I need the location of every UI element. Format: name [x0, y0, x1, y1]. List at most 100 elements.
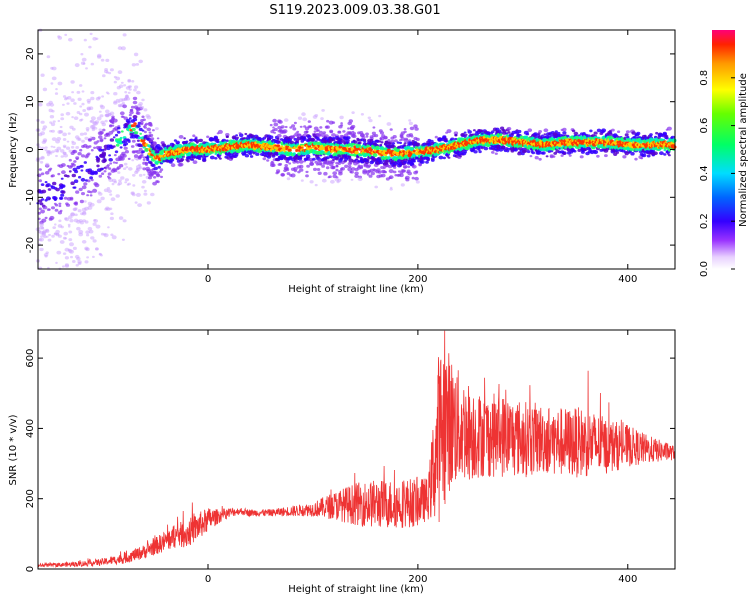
spectrogram-point — [350, 124, 356, 129]
spectrogram-point — [57, 119, 61, 123]
spectrogram-point — [192, 160, 198, 165]
spectrogram-point — [70, 145, 75, 149]
spectrogram-point — [524, 135, 529, 139]
spectrogram-point — [77, 97, 82, 102]
spectrogram-point — [351, 111, 355, 114]
spectrogram-point — [409, 126, 415, 131]
spectrogram-point — [225, 135, 229, 138]
spectrogram-point — [95, 224, 101, 229]
spectrogram-point — [118, 84, 124, 88]
spectrogram-point — [522, 147, 526, 151]
spectrogram-point — [197, 157, 202, 160]
spectrogram-point — [71, 163, 76, 167]
colorbar-tick-label: 0.4 — [699, 165, 710, 181]
spectrogram-point — [634, 157, 638, 161]
spectrogram-point — [467, 130, 472, 134]
spectrogram-point — [146, 201, 151, 205]
spectrogram-point — [284, 125, 288, 129]
spectrogram-point — [366, 173, 370, 176]
spectrogram-point — [144, 162, 149, 165]
spectrogram-point — [47, 238, 52, 242]
spectrogram-point — [325, 156, 330, 160]
spectrogram-point — [156, 174, 160, 177]
spectrogram-point — [289, 140, 295, 145]
spectrogram-point — [153, 166, 158, 171]
spectrogram-point — [136, 158, 139, 161]
spectrogram-point — [305, 130, 309, 133]
spectrogram-point — [527, 128, 533, 132]
spectrogram-point — [352, 143, 356, 146]
spectrogram-point — [123, 146, 128, 150]
spectrogram-point — [44, 181, 48, 184]
spectrogram-point — [107, 226, 110, 229]
spectrogram-point — [408, 119, 412, 122]
spectrogram-point — [48, 197, 51, 200]
spectrogram-point — [322, 131, 327, 135]
spectrogram-point — [133, 52, 139, 57]
spectrogram-point — [55, 261, 58, 264]
spectrogram-point — [76, 226, 81, 231]
spectrogram-point — [447, 156, 451, 159]
spectrogram-point — [115, 194, 120, 198]
spectrogram-point — [214, 157, 218, 160]
spectrogram-point — [483, 146, 489, 151]
spectrogram-point — [354, 150, 359, 155]
spectrogram-point — [568, 154, 572, 157]
spectrogram-point — [95, 157, 101, 162]
spectrogram-point — [459, 155, 462, 158]
spectrogram-point — [280, 172, 286, 177]
spectrogram-point — [45, 235, 49, 238]
spectrogram-point — [573, 131, 579, 136]
spectrogram-point — [553, 151, 558, 155]
spectrogram-point — [111, 115, 115, 119]
spectrogram-point — [400, 183, 405, 187]
spectrogram-point — [63, 231, 68, 236]
spectrogram-point — [219, 157, 222, 160]
spectrogram-point — [123, 162, 128, 166]
spectrogram-point — [391, 142, 396, 145]
spectrogram-point — [74, 202, 78, 206]
spectrogram-point — [114, 150, 119, 154]
spectrogram-point — [445, 138, 448, 141]
spectrogram-point — [71, 127, 76, 131]
spectrogram-point — [125, 166, 129, 169]
spectrogram-point — [538, 130, 542, 133]
spectrogram-point — [244, 154, 250, 158]
spectrogram-point — [109, 216, 114, 221]
spectrogram-point — [185, 140, 189, 143]
spectrogram-point — [121, 238, 125, 241]
spectrogram-point — [62, 103, 65, 106]
spectrogram-point — [111, 235, 117, 240]
spectrogram-point — [473, 150, 478, 154]
spectrogram-point — [408, 121, 413, 126]
spectrogram-point — [120, 81, 124, 84]
spectrogram-point — [350, 145, 354, 148]
spectrogram-point — [76, 90, 81, 94]
spectrogram-point — [82, 211, 87, 215]
spectrogram-point — [94, 120, 100, 124]
spectrogram-point — [393, 166, 397, 169]
spectrogram-x-label: Height of straight line (km) — [288, 284, 424, 295]
spectrogram-point — [119, 111, 125, 116]
spectrogram-point — [269, 135, 274, 139]
spectrogram-point — [146, 158, 150, 162]
spectrogram-point — [132, 96, 138, 101]
spectrogram-points — [35, 28, 677, 270]
spectrogram-point — [354, 174, 359, 178]
spectrogram-point — [388, 164, 393, 169]
spectrogram-point — [110, 233, 114, 237]
spectrogram-point — [51, 76, 57, 81]
snr-x-tick-label: 0 — [205, 574, 211, 585]
spectrogram-point — [79, 105, 83, 108]
spectrogram-point — [292, 152, 296, 155]
spectrogram-point — [123, 141, 129, 146]
spectrogram-point — [83, 200, 87, 203]
spectrogram-point — [65, 111, 71, 116]
spectrogram-point — [280, 145, 284, 148]
spectrogram-point — [39, 160, 44, 164]
spectrogram-point — [62, 265, 65, 268]
spectrogram-point — [352, 134, 357, 139]
spectrogram-point — [46, 55, 51, 59]
spectrogram-point — [87, 205, 93, 210]
